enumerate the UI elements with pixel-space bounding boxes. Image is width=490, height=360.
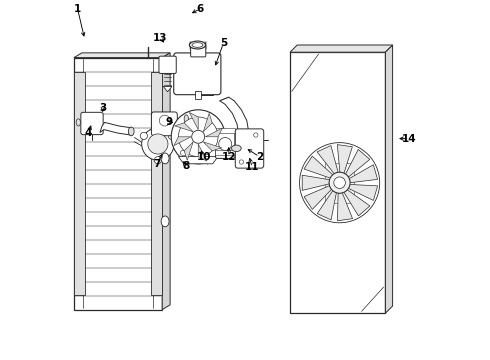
Polygon shape [189,112,198,130]
Circle shape [178,117,218,157]
Bar [215,150,235,155]
Polygon shape [317,145,338,174]
Ellipse shape [231,145,241,152]
Polygon shape [348,184,378,201]
Polygon shape [302,175,330,190]
Polygon shape [304,156,333,178]
Polygon shape [344,190,370,216]
Polygon shape [175,123,193,132]
Ellipse shape [180,150,187,156]
Circle shape [239,160,244,164]
Polygon shape [178,157,218,164]
FancyBboxPatch shape [235,129,264,168]
Circle shape [142,128,174,160]
Polygon shape [163,86,172,92]
Polygon shape [386,45,392,313]
Bar [196,91,201,99]
Polygon shape [203,113,212,132]
Text: 1: 1 [74,4,81,14]
Text: 10: 10 [196,152,211,162]
Circle shape [140,132,147,140]
Circle shape [254,133,258,137]
Polygon shape [184,142,193,160]
Polygon shape [338,193,352,221]
FancyBboxPatch shape [81,112,103,135]
Circle shape [154,157,162,164]
Text: 3: 3 [99,103,106,113]
FancyBboxPatch shape [191,46,206,57]
Ellipse shape [179,149,189,157]
Text: 9: 9 [166,117,173,127]
Text: 7: 7 [153,159,161,169]
Polygon shape [345,149,370,177]
Polygon shape [198,144,207,161]
Polygon shape [100,122,132,135]
Bar [74,72,85,295]
Polygon shape [220,97,248,150]
FancyBboxPatch shape [174,53,221,95]
Ellipse shape [161,216,169,227]
Ellipse shape [192,43,203,47]
Ellipse shape [161,153,169,164]
Text: 13: 13 [153,33,168,43]
Bar [151,72,162,295]
Circle shape [148,134,168,154]
Polygon shape [205,128,222,137]
Text: 2: 2 [256,152,263,162]
Ellipse shape [159,115,170,126]
Bar [290,52,386,313]
Text: 12: 12 [221,152,236,162]
Circle shape [334,177,345,189]
Bar [215,128,235,133]
Text: 6: 6 [196,4,204,14]
Polygon shape [174,137,191,146]
Text: 8: 8 [182,161,189,171]
Polygon shape [290,45,392,52]
Bar [74,58,162,310]
Text: 11: 11 [245,162,259,172]
Circle shape [192,130,205,143]
Bar [325,163,354,202]
Polygon shape [349,165,378,183]
FancyBboxPatch shape [159,56,176,73]
FancyBboxPatch shape [151,112,177,136]
Ellipse shape [184,115,189,123]
Polygon shape [203,142,221,151]
Circle shape [219,138,232,150]
FancyBboxPatch shape [216,130,235,158]
Polygon shape [337,145,352,173]
Ellipse shape [76,119,80,126]
Polygon shape [74,53,170,58]
Circle shape [171,110,225,164]
Circle shape [299,143,380,223]
Text: 14: 14 [401,134,416,144]
Text: 5: 5 [220,38,227,48]
Ellipse shape [189,41,206,49]
Polygon shape [304,186,332,210]
Polygon shape [162,53,170,310]
Circle shape [329,172,350,193]
Circle shape [168,132,175,140]
Polygon shape [317,191,336,220]
Ellipse shape [128,127,134,136]
Text: 4: 4 [85,128,92,138]
